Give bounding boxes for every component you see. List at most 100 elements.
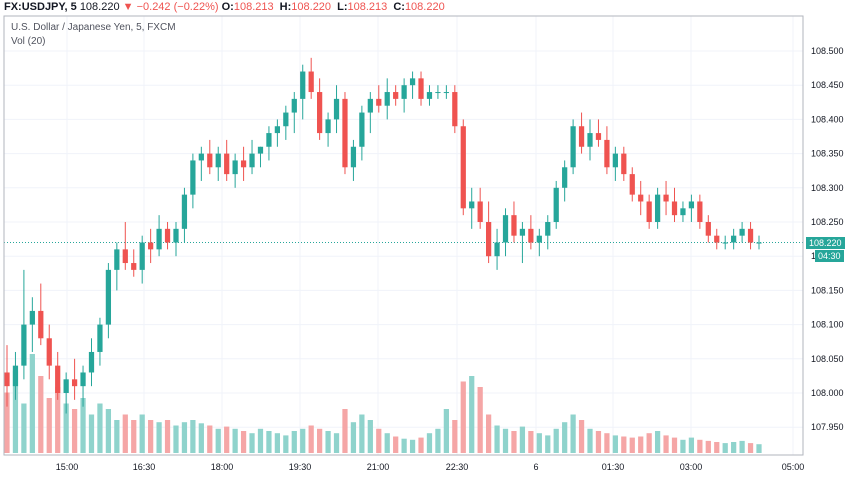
x-tick-label: 6 bbox=[533, 462, 538, 472]
volume-bar bbox=[444, 409, 449, 453]
candle-body bbox=[486, 222, 491, 256]
volume-bar bbox=[325, 431, 330, 453]
volume-bar bbox=[714, 442, 719, 453]
candle-body bbox=[80, 372, 85, 386]
volume-bar bbox=[680, 440, 685, 453]
volume-bar bbox=[663, 435, 668, 453]
candle-body bbox=[596, 133, 601, 140]
candle-body bbox=[435, 92, 440, 93]
volume-bar bbox=[292, 431, 297, 453]
volume-bar bbox=[570, 415, 575, 454]
volume-bar bbox=[182, 422, 187, 453]
candle-body bbox=[140, 243, 145, 270]
candle-body bbox=[554, 188, 559, 222]
y-tick-label: 108.400 bbox=[811, 114, 844, 124]
volume-bar bbox=[266, 431, 271, 453]
candle-body bbox=[756, 243, 761, 244]
volume-bar bbox=[579, 420, 584, 453]
volume-bar bbox=[300, 429, 305, 453]
volume-bar bbox=[275, 433, 280, 453]
volume-bar bbox=[233, 429, 238, 453]
candle-body bbox=[13, 366, 18, 387]
volume-bars bbox=[4, 354, 761, 453]
volume-bar bbox=[723, 443, 728, 453]
candle-body bbox=[418, 78, 423, 99]
volume-bar bbox=[613, 435, 618, 453]
candle-body bbox=[89, 352, 94, 373]
x-tick-label: 16:30 bbox=[133, 462, 156, 472]
volume-bar bbox=[410, 440, 415, 453]
volume-bar bbox=[148, 420, 153, 453]
candle-body bbox=[402, 85, 407, 99]
candles bbox=[4, 58, 761, 414]
volume-bar bbox=[537, 433, 542, 453]
volume-bar bbox=[596, 431, 601, 453]
candle-body bbox=[131, 263, 136, 270]
candle-body bbox=[249, 154, 254, 168]
candle-body bbox=[647, 201, 652, 222]
volume-bar bbox=[342, 409, 347, 453]
candle-body bbox=[106, 270, 111, 325]
candle-body bbox=[334, 99, 339, 120]
candle-body bbox=[233, 160, 238, 174]
y-tick-label: 108.100 bbox=[811, 320, 844, 330]
candle-body bbox=[427, 92, 432, 99]
volume-bar bbox=[173, 426, 178, 454]
candle-body bbox=[266, 133, 271, 147]
y-tick-label: 108.500 bbox=[811, 46, 844, 56]
volume-bar bbox=[630, 438, 635, 453]
volume-bar bbox=[554, 429, 559, 453]
plot-border bbox=[4, 16, 803, 455]
volume-bar bbox=[283, 435, 288, 453]
candle-body bbox=[680, 208, 685, 215]
candle-body bbox=[55, 366, 60, 393]
candle-body bbox=[72, 379, 77, 386]
candle-body bbox=[224, 154, 229, 175]
candle-body bbox=[613, 154, 618, 168]
candle-body bbox=[452, 92, 457, 126]
candle-body bbox=[562, 167, 567, 188]
grid-lines bbox=[4, 16, 803, 455]
candle-body bbox=[528, 229, 533, 243]
volume-bar bbox=[38, 376, 43, 453]
candle-body bbox=[638, 195, 643, 202]
candle-body bbox=[621, 154, 626, 175]
y-tick-label: 108.150 bbox=[811, 285, 844, 295]
volume-bar bbox=[418, 438, 423, 453]
volume-bar bbox=[106, 409, 111, 453]
candle-body bbox=[672, 201, 677, 215]
candle-body bbox=[748, 229, 753, 243]
candle-body bbox=[123, 249, 128, 263]
candle-body bbox=[689, 201, 694, 208]
y-tick-label: 108.350 bbox=[811, 149, 844, 159]
volume-bar bbox=[89, 415, 94, 454]
y-tick-label: 108.450 bbox=[811, 80, 844, 90]
candle-body bbox=[410, 78, 415, 85]
volume-bar bbox=[309, 426, 314, 454]
volume-bar bbox=[21, 404, 26, 454]
candle-body bbox=[64, 379, 69, 393]
volume-bar bbox=[739, 441, 744, 453]
x-tick-label: 03:00 bbox=[680, 462, 703, 472]
candle-body bbox=[258, 147, 263, 154]
y-tick-label: 108.250 bbox=[811, 217, 844, 227]
volume-bar bbox=[140, 415, 145, 454]
candle-body bbox=[283, 113, 288, 127]
volume-bar bbox=[368, 420, 373, 453]
x-tick-label: 22:30 bbox=[446, 462, 469, 472]
candle-body bbox=[520, 229, 525, 236]
volume-bar bbox=[334, 433, 339, 453]
volume-bar bbox=[461, 382, 466, 454]
x-tick-label: 15:00 bbox=[56, 462, 79, 472]
volume-bar bbox=[402, 439, 407, 453]
x-tick-label: 18:00 bbox=[211, 462, 234, 472]
candle-body bbox=[587, 133, 592, 147]
volume-bar bbox=[494, 426, 499, 454]
last-price-tag: 108.220 bbox=[806, 237, 845, 249]
candle-body bbox=[190, 160, 195, 194]
volume-bar bbox=[249, 433, 254, 453]
y-tick-label: 108.050 bbox=[811, 354, 844, 364]
candle-body bbox=[655, 195, 660, 222]
